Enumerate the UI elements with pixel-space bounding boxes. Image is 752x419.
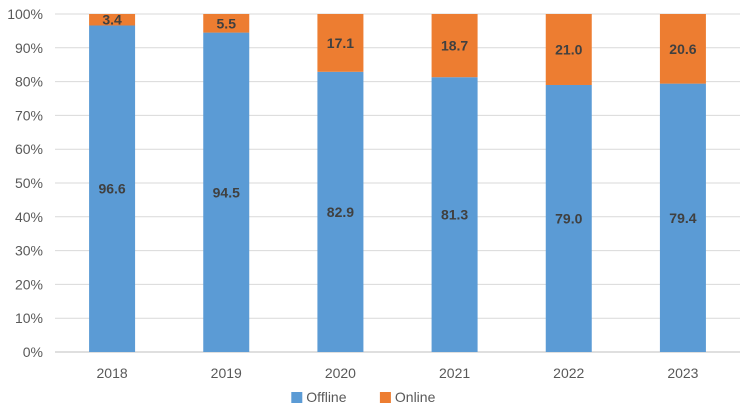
data-label-offline-2023: 79.4 [669, 210, 696, 226]
y-axis-tick-labels: 0% 10% 20% 30% 40% 50% 60% 70% 80% 90% 100% [7, 6, 43, 360]
bar-online-2022 [545, 14, 592, 85]
bar-offline-2018 [89, 25, 136, 352]
data-labels: 96.6 3.4 94.5 5.5 82.9 17.1 81.3 18.7 79.0 21.0 79… [98, 12, 696, 227]
x-tick-label: 2020 [325, 365, 356, 381]
data-label-offline-2022: 79.0 [555, 210, 582, 226]
y-tick-label: 0% [23, 344, 43, 360]
legend-label: Offline [306, 389, 346, 405]
data-label-offline-2021: 81.3 [441, 207, 468, 223]
y-tick-label: 10% [15, 310, 43, 326]
bar-offline-2020 [317, 71, 364, 352]
y-tick-label: 80% [15, 74, 43, 90]
bar-online-2019 [203, 14, 250, 33]
x-tick-label: 2023 [667, 365, 698, 381]
y-tick-label: 90% [15, 40, 43, 56]
legend-item-offline: Offline [291, 389, 347, 405]
gridlines [55, 13, 740, 353]
bar-offline-2022 [545, 84, 592, 352]
y-tick-label: 100% [7, 6, 43, 22]
data-label-offline-2018: 96.6 [98, 181, 125, 197]
legend: Offline Online [291, 389, 436, 405]
x-axis-tick-labels: 2018 2019 2020 2021 2022 2023 [97, 365, 699, 381]
legend-swatch [291, 392, 303, 403]
data-label-online-2020: 17.1 [327, 35, 354, 51]
y-tick-label: 40% [15, 209, 43, 225]
data-label-online-2019: 5.5 [217, 15, 237, 31]
y-tick-label: 70% [15, 107, 43, 123]
y-tick-label: 50% [15, 175, 43, 191]
bar-offline-2021 [431, 77, 478, 353]
data-label-offline-2019: 94.5 [213, 184, 240, 200]
data-label-online-2021: 18.7 [441, 38, 468, 54]
legend-label: Online [395, 389, 436, 405]
data-label-online-2018: 3.4 [102, 12, 122, 28]
x-tick-label: 2021 [439, 365, 470, 381]
bar-online-2018 [89, 14, 136, 26]
bar-online-2020 [317, 14, 364, 72]
bar-offline-2023 [659, 83, 706, 353]
bar-online-2023 [659, 14, 706, 84]
y-tick-label: 30% [15, 243, 43, 259]
y-tick-label: 20% [15, 276, 43, 292]
x-tick-label: 2018 [97, 365, 128, 381]
legend-item-online: Online [379, 389, 436, 405]
bar-offline-2019 [203, 32, 250, 353]
data-label-online-2022: 21.0 [555, 41, 582, 57]
x-tick-label: 2022 [553, 365, 584, 381]
x-tick-label: 2019 [211, 365, 242, 381]
bars [89, 14, 706, 353]
legend-swatch [379, 392, 391, 403]
data-label-offline-2020: 82.9 [327, 204, 354, 220]
y-tick-label: 60% [15, 141, 43, 157]
data-label-online-2023: 20.6 [669, 41, 696, 57]
bar-online-2021 [431, 14, 478, 78]
